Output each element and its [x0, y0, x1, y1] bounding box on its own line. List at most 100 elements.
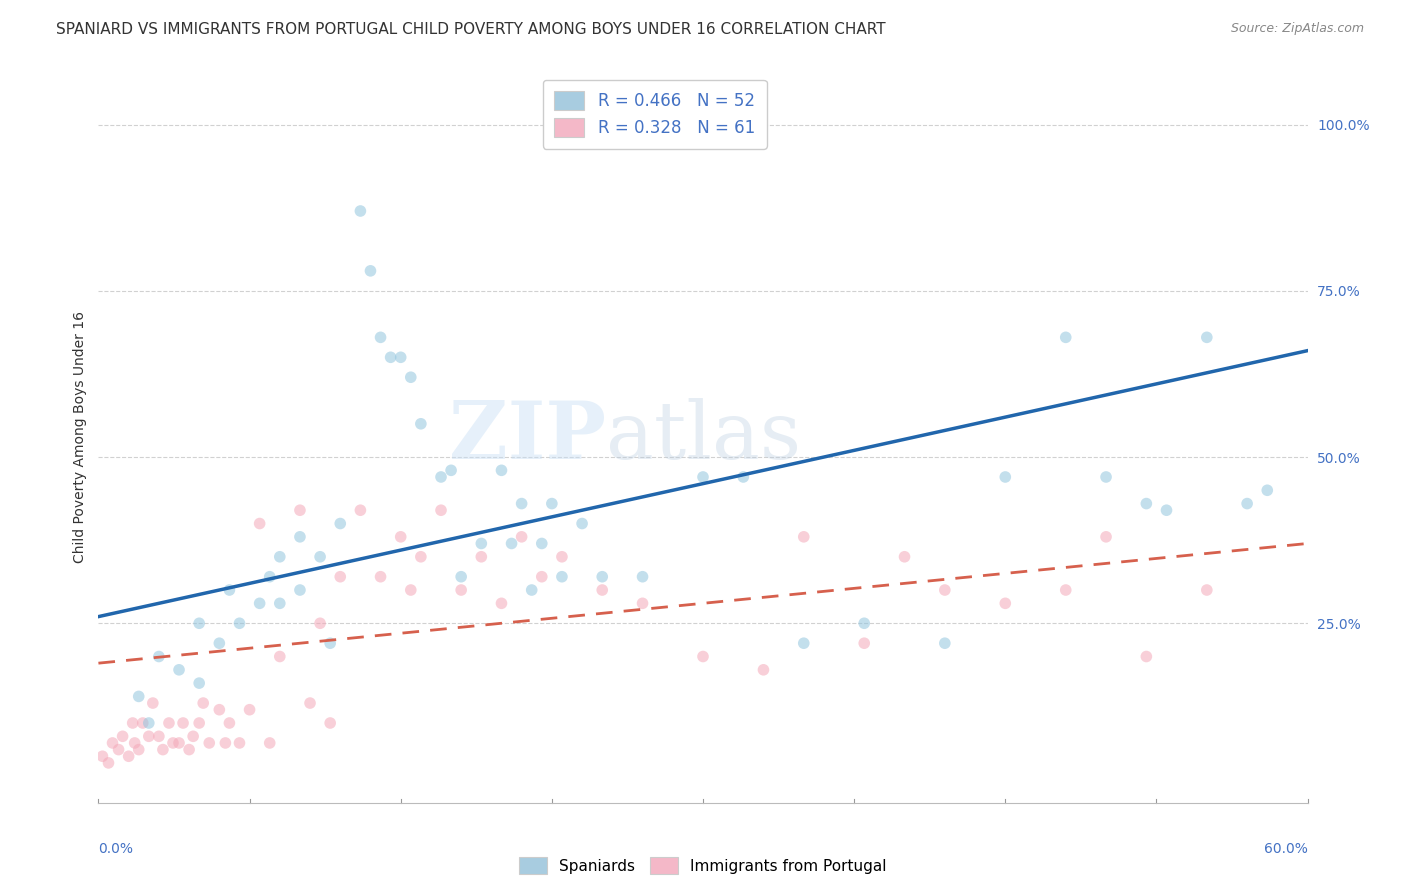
Point [269, 596, 291, 610]
Point [309, 549, 332, 564]
Text: Source: ZipAtlas.com: Source: ZipAtlas.com [1230, 22, 1364, 36]
Point [198, 736, 221, 750]
Point [409, 417, 432, 431]
Point [172, 716, 194, 731]
Point [1236, 497, 1258, 511]
Point [1054, 330, 1077, 344]
Point [793, 530, 815, 544]
Point [124, 736, 146, 750]
Point [152, 742, 174, 756]
Point [934, 636, 956, 650]
Point [349, 204, 371, 219]
Point [193, 696, 215, 710]
Point [167, 663, 190, 677]
Point [319, 716, 342, 731]
Point [128, 742, 150, 756]
Point [1195, 582, 1218, 597]
Point [107, 742, 129, 756]
Point [360, 264, 382, 278]
Point [571, 516, 593, 531]
Point [551, 549, 574, 564]
Point [148, 729, 170, 743]
Point [692, 470, 714, 484]
Point [128, 690, 150, 704]
Point [208, 636, 231, 650]
Point [319, 636, 342, 650]
Point [249, 596, 271, 610]
Point [111, 729, 134, 743]
Point [520, 582, 543, 597]
Point [214, 736, 236, 750]
Point [167, 736, 190, 750]
Point [530, 536, 553, 550]
Point [91, 749, 114, 764]
Point [591, 570, 613, 584]
Point [118, 749, 141, 764]
Point [179, 742, 201, 756]
Text: SPANIARD VS IMMIGRANTS FROM PORTUGAL CHILD POVERTY AMONG BOYS UNDER 16 CORRELATI: SPANIARD VS IMMIGRANTS FROM PORTUGAL CHI… [56, 22, 886, 37]
Text: ZIP: ZIP [450, 398, 606, 476]
Point [162, 736, 184, 750]
Point [994, 470, 1017, 484]
Point [409, 549, 432, 564]
Point [501, 536, 523, 550]
Point [269, 649, 291, 664]
Point [370, 570, 392, 584]
Point [269, 549, 291, 564]
Point [631, 596, 654, 610]
Legend: Spaniards, Immigrants from Portugal: Spaniards, Immigrants from Portugal [513, 851, 893, 880]
Point [934, 582, 956, 597]
Point [752, 663, 775, 677]
Point [389, 530, 412, 544]
Point [259, 570, 281, 584]
Point [430, 470, 453, 484]
Point [450, 582, 472, 597]
Point [491, 463, 513, 477]
Point [540, 497, 562, 511]
Point [893, 549, 915, 564]
Point [692, 649, 714, 664]
Point [399, 582, 422, 597]
Point [450, 570, 472, 584]
Point [138, 716, 160, 731]
Point [440, 463, 463, 477]
Point [148, 649, 170, 664]
Point [530, 570, 553, 584]
Point [121, 716, 143, 731]
Point [138, 729, 160, 743]
Point [399, 370, 422, 384]
Point [299, 696, 322, 710]
Point [510, 530, 533, 544]
Point [208, 703, 231, 717]
Point [218, 716, 240, 731]
Text: 60.0%: 60.0% [1264, 842, 1308, 855]
Point [389, 351, 412, 365]
Point [551, 570, 574, 584]
Point [994, 596, 1017, 610]
Y-axis label: Child Poverty Among Boys Under 16: Child Poverty Among Boys Under 16 [73, 311, 87, 563]
Point [142, 696, 165, 710]
Point [188, 676, 211, 690]
Point [470, 549, 492, 564]
Point [228, 736, 250, 750]
Point [1135, 497, 1157, 511]
Point [1095, 470, 1118, 484]
Point [97, 756, 120, 770]
Point [218, 582, 240, 597]
Point [309, 616, 332, 631]
Point [631, 570, 654, 584]
Point [733, 470, 755, 484]
Text: 0.0%: 0.0% [98, 842, 134, 855]
Point [259, 736, 281, 750]
Point [380, 351, 402, 365]
Point [157, 716, 180, 731]
Point [853, 636, 876, 650]
Point [228, 616, 250, 631]
Point [329, 516, 352, 531]
Point [793, 636, 815, 650]
Point [1156, 503, 1178, 517]
Point [288, 582, 311, 597]
Point [591, 582, 613, 597]
Point [132, 716, 155, 731]
Point [288, 503, 311, 517]
